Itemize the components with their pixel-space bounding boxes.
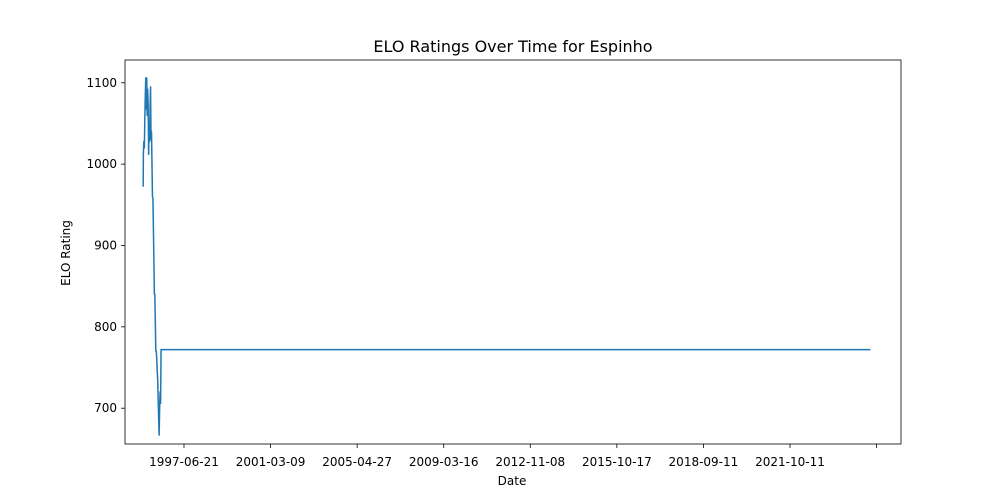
series-line-espinho xyxy=(142,77,871,436)
y-axis: 700 800 900 1000 1100 xyxy=(86,76,125,415)
x-tick-label: 1997-06-21 xyxy=(149,455,219,469)
y-tick-label: 800 xyxy=(94,320,117,334)
y-tick-label: 700 xyxy=(94,401,117,415)
x-tick-label: 2001-03-09 xyxy=(236,455,306,469)
x-axis-label: Date xyxy=(498,474,527,488)
chart-title: ELO Ratings Over Time for Espinho xyxy=(373,37,652,56)
plot-frame xyxy=(124,59,902,445)
x-tick-label: 2018-09-11 xyxy=(669,455,739,469)
y-tick-label: 1100 xyxy=(86,76,117,90)
y-tick-label: 900 xyxy=(94,238,117,252)
y-tick-label: 1000 xyxy=(86,157,117,171)
y-axis-label: ELO Rating xyxy=(59,220,73,286)
x-tick-label: 2009-03-16 xyxy=(409,455,479,469)
x-tick-label: 2005-04-27 xyxy=(322,455,392,469)
x-tick-label: 2021-10-11 xyxy=(755,455,825,469)
x-tick-label: 2015-10-17 xyxy=(582,455,652,469)
plot-area xyxy=(124,59,902,445)
x-tick-label: 2012-11-08 xyxy=(495,455,565,469)
x-axis: 1997-06-21 2001-03-09 2005-04-27 2009-03-16… xyxy=(149,444,877,469)
